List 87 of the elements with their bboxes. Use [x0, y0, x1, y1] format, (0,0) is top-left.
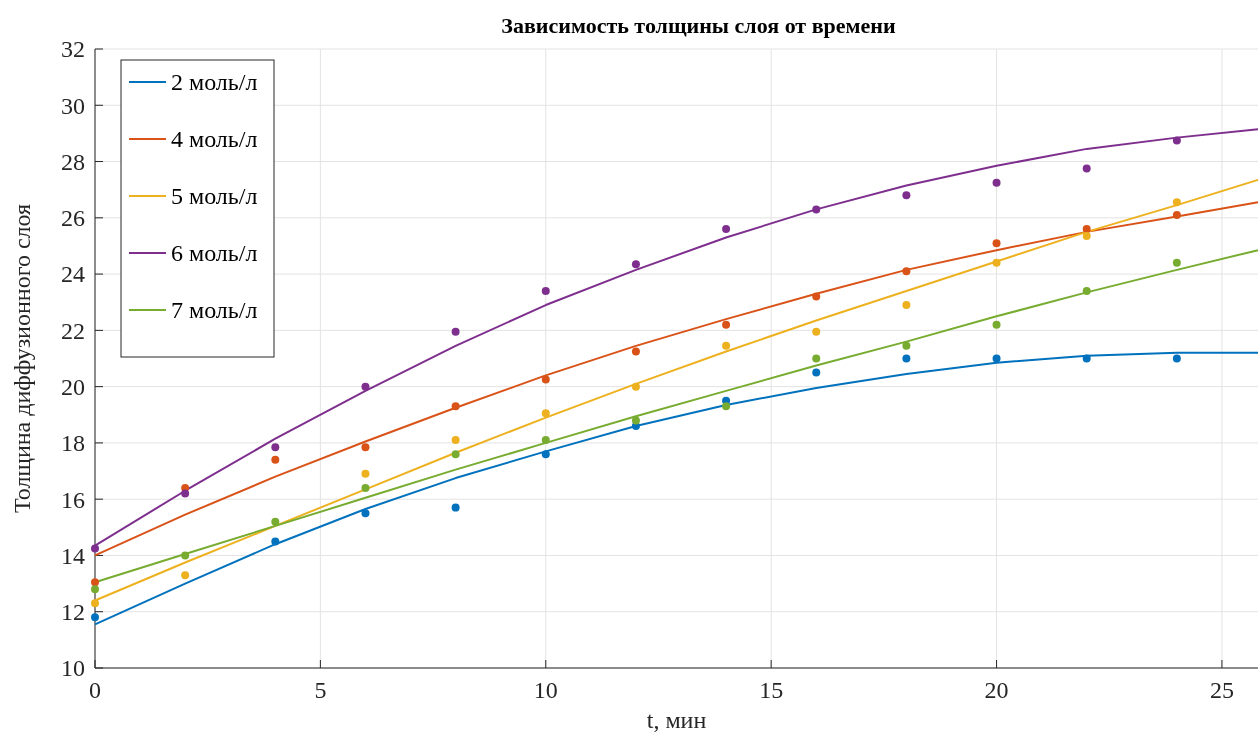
point — [541, 409, 550, 418]
point — [91, 599, 99, 608]
point — [181, 489, 190, 498]
point — [451, 436, 460, 445]
y-tick-label: 12 — [61, 599, 85, 626]
point — [902, 354, 911, 363]
point — [1082, 286, 1091, 295]
point — [992, 258, 1001, 267]
point — [1172, 211, 1181, 220]
point — [902, 301, 911, 310]
point — [1082, 164, 1091, 173]
point — [1172, 258, 1181, 267]
point — [631, 416, 640, 425]
point — [812, 368, 821, 377]
point — [1172, 354, 1181, 363]
point — [91, 544, 99, 553]
y-tick-label: 22 — [61, 317, 85, 344]
x-tick-label: 0 — [89, 677, 101, 703]
legend-label: 6 моль/л — [171, 240, 258, 267]
y-tick-label: 18 — [61, 430, 85, 457]
point — [271, 455, 280, 464]
point — [361, 443, 370, 452]
point — [541, 286, 550, 295]
point — [271, 517, 280, 526]
chart-title: Зависимость толщины слоя от времени — [501, 13, 896, 38]
point — [992, 354, 1001, 363]
point — [902, 341, 911, 350]
point — [722, 320, 731, 329]
x-tick-label: 15 — [759, 677, 784, 703]
y-tick-label: 14 — [61, 542, 85, 569]
point — [1082, 232, 1091, 241]
point — [1082, 225, 1091, 234]
y-tick-label: 10 — [61, 655, 85, 682]
point — [541, 450, 550, 459]
point — [451, 503, 460, 512]
y-tick-label: 30 — [61, 92, 85, 119]
point — [992, 178, 1001, 187]
point — [271, 537, 280, 546]
point — [361, 483, 370, 492]
point — [722, 341, 731, 350]
y-tick-label: 26 — [61, 205, 85, 232]
point — [451, 402, 460, 411]
point — [541, 436, 550, 445]
point — [992, 320, 1001, 329]
point — [361, 469, 370, 478]
y-tick-label: 16 — [61, 486, 85, 513]
point — [631, 382, 640, 391]
point — [451, 327, 460, 336]
point — [722, 225, 731, 234]
point — [902, 267, 911, 276]
point — [361, 382, 370, 391]
y-tick-label: 24 — [61, 261, 85, 288]
legend-label: 4 моль/л — [171, 126, 258, 153]
point — [812, 292, 821, 301]
y-tick-label: 32 — [61, 36, 85, 63]
line-series — [94, 351, 1259, 626]
point — [812, 205, 821, 214]
point — [181, 571, 190, 580]
point — [181, 551, 190, 560]
point — [902, 191, 911, 200]
y-tick-label: 28 — [61, 148, 85, 175]
point — [271, 443, 280, 452]
point — [812, 327, 821, 336]
point — [91, 578, 99, 587]
point — [722, 402, 731, 411]
point — [631, 260, 640, 269]
point — [812, 354, 821, 363]
point — [361, 509, 370, 518]
legend-label: 7 моль/л — [171, 297, 258, 324]
x-tick-label: 25 — [1209, 677, 1234, 703]
legend-label: 5 моль/л — [171, 183, 258, 210]
x-tick-label: 10 — [533, 677, 558, 703]
x-tick-label: 20 — [984, 677, 1009, 703]
point — [91, 613, 99, 622]
point — [451, 450, 460, 459]
point — [1082, 354, 1091, 363]
point — [541, 375, 550, 384]
point — [1172, 136, 1181, 145]
x-axis-title: t, мин — [646, 707, 707, 733]
point — [992, 239, 1001, 248]
point — [631, 347, 640, 356]
point — [1172, 198, 1181, 207]
y-tick-label: 20 — [61, 374, 85, 401]
point — [91, 585, 99, 594]
y-axis-title: Толщина диффузионного слоя — [9, 203, 35, 514]
legend-label: 2 моль/л — [171, 69, 258, 96]
x-tick-label: 5 — [314, 677, 327, 703]
